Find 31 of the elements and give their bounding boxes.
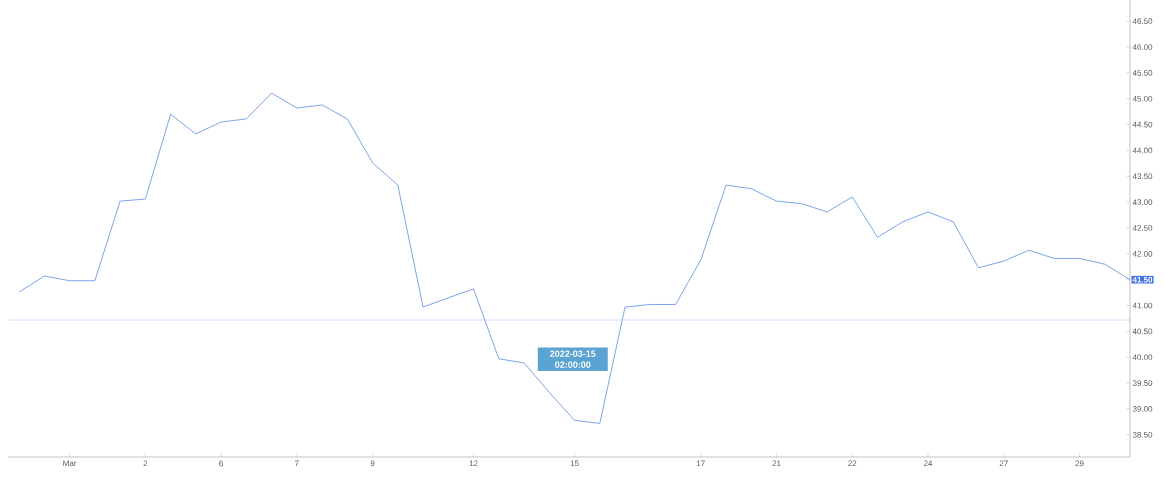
- x-tick-label: 6: [219, 460, 223, 467]
- y-tick-label: 41.50: [1132, 276, 1153, 283]
- y-tick-label: 39.00: [1132, 406, 1153, 412]
- x-tick-label: Mar: [63, 460, 77, 467]
- y-tick-label: 40.50: [1132, 328, 1153, 335]
- x-tick-label: 17: [696, 460, 705, 467]
- x-tick-label: 9: [370, 460, 375, 467]
- x-tick-label: 27: [999, 460, 1008, 467]
- y-tick-label: 38.50: [1132, 431, 1153, 438]
- y-tick-label: 42.50: [1132, 225, 1153, 231]
- y-tick-label: 44.50: [1132, 121, 1153, 128]
- y-tick-label: 40.00: [1132, 354, 1153, 361]
- y-tick-label: 42.00: [1132, 251, 1153, 257]
- y-tick-label: 41.00: [1132, 302, 1153, 309]
- y-tick-label: 39.50: [1132, 380, 1153, 386]
- x-tick-label: 21: [772, 460, 781, 467]
- x-tick-label: 7: [295, 460, 299, 467]
- y-tick-label: 43.00: [1132, 199, 1153, 205]
- y-tick-label: 46.50: [1132, 18, 1153, 25]
- y-tick-label: 43.50: [1132, 173, 1153, 180]
- y-tick-label: 46.00: [1132, 44, 1153, 50]
- x-tick-label: 12: [469, 460, 478, 467]
- x-tick-label: 22: [848, 460, 857, 467]
- x-tick-label: 24: [923, 460, 933, 467]
- annotation: 2022-03-15 02:00:00: [550, 350, 596, 368]
- x-tick-label: 2: [143, 460, 148, 467]
- y-tick-label: 45.00: [1132, 95, 1153, 102]
- y-tick-label: 44.00: [1132, 147, 1153, 154]
- x-tick-label: 29: [1075, 460, 1084, 467]
- y-tick-label: 45.50: [1132, 70, 1153, 76]
- x-tick-label: 15: [570, 460, 579, 467]
